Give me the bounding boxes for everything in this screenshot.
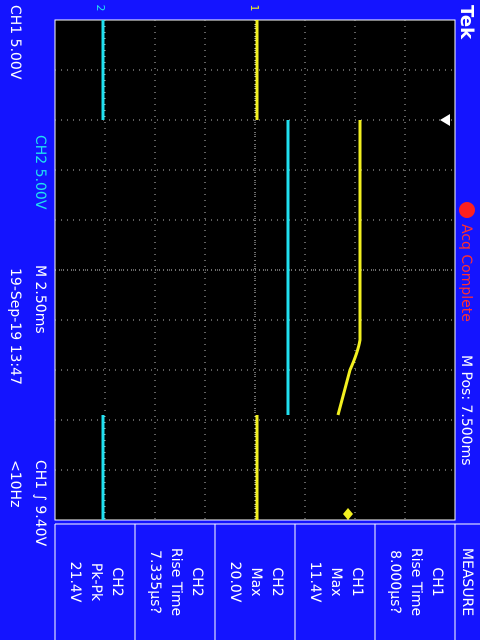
measure-source: CH1 <box>429 567 445 596</box>
measure-source: CH2 <box>189 567 205 596</box>
ch1-marker: 1 <box>248 5 261 12</box>
measure-title: MEASURE <box>459 548 475 616</box>
ch1-scale: CH1 5.00V <box>7 5 23 80</box>
measure-value: 7.335µs? <box>147 550 163 614</box>
measure-label: Max <box>248 568 264 597</box>
frequency: <10Hz <box>7 460 23 507</box>
timebase: M 2.50ms <box>32 265 48 334</box>
ch1-trace <box>255 20 362 520</box>
position: M Pos: 7.500ms <box>458 355 474 466</box>
measure-source: CH1 <box>349 567 365 596</box>
ch2-trace <box>101 20 290 520</box>
measure-value: 20.0V <box>227 562 243 603</box>
trigger: CH1 ∫ 9.40V <box>32 460 48 547</box>
measure-value: 11.4V <box>307 562 323 603</box>
ch2-scale: CH2 5.00V <box>32 135 48 210</box>
measure-label: Pk-Pk <box>88 563 104 602</box>
measure-value: 8.000µs? <box>387 550 403 614</box>
trigger-marker <box>343 508 353 520</box>
measure-label: Rise Time <box>408 548 424 616</box>
grid <box>55 20 455 520</box>
measure-source: CH2 <box>109 567 125 596</box>
measure-label: Max <box>328 568 344 597</box>
measure-value: 21.4V <box>67 562 83 603</box>
status: Acq Complete <box>458 224 474 322</box>
traces <box>101 20 362 520</box>
position-marker <box>440 114 450 126</box>
timestamp: 19-Sep-19 13:47 <box>7 268 23 385</box>
measure-label: Rise Time <box>168 548 184 616</box>
status-dot <box>459 202 475 218</box>
measure-panel: MEASURE CH1 Rise Time 8.000µs? CH1 Max 11.4V C… <box>54 523 480 640</box>
brand: Tek <box>456 5 477 40</box>
ch2-marker: 2 <box>94 5 107 12</box>
measure-source: CH2 <box>269 567 285 596</box>
